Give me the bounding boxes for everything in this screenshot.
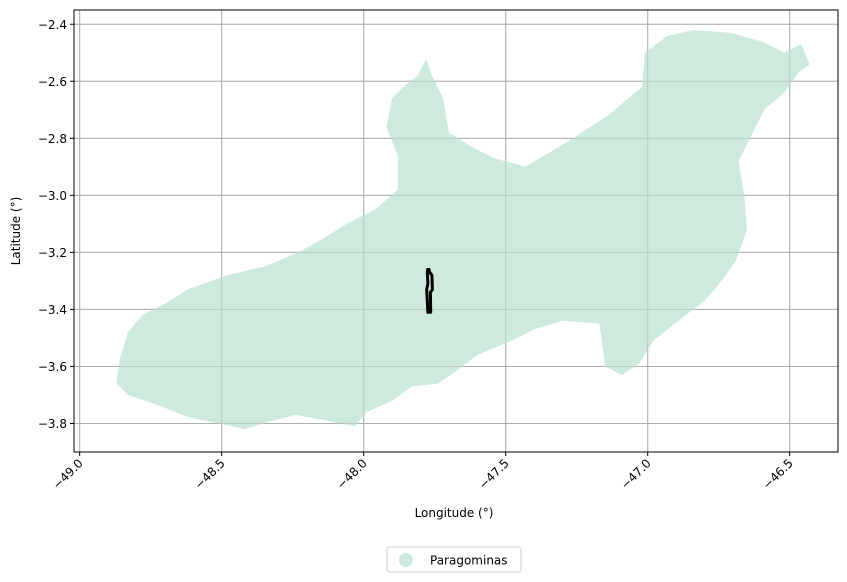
y-tick-label: −3.4 <box>38 303 67 317</box>
x-tick-label: −48.0 <box>334 456 370 492</box>
y-tick-label: −3.6 <box>38 360 67 374</box>
y-tick-label: −3.8 <box>38 417 67 431</box>
axes-frame <box>73 9 839 453</box>
y-tick-label: −2.8 <box>38 132 67 146</box>
x-axis-ticks: −49.0 −48.5 −48.0 −47.5 −47.0 −46.5 <box>50 452 796 492</box>
x-tick-label: −47.0 <box>618 456 654 492</box>
paragominas-region <box>116 30 810 430</box>
y-axis-ticks: −2.4 −2.6 −2.8 −3.0 −3.2 −3.4 −3.6 −3.8 <box>38 18 74 431</box>
x-tick-label: −46.5 <box>760 456 796 492</box>
x-tick-label: −47.5 <box>476 456 512 492</box>
y-tick-label: −2.6 <box>38 75 67 89</box>
legend: Paragominas <box>386 546 522 573</box>
y-tick-label: −3.2 <box>38 246 67 260</box>
legend-marker <box>399 553 413 567</box>
y-tick-label: −3.0 <box>38 189 67 203</box>
plot-area <box>73 9 839 453</box>
legend-label-paragominas: Paragominas <box>430 554 508 568</box>
y-axis-label: Latitude (°) <box>9 197 23 266</box>
gridlines-overlay <box>74 10 838 452</box>
x-tick-label: −49.0 <box>50 456 86 492</box>
legend-frame <box>386 546 522 573</box>
highlight-outline <box>425 268 434 314</box>
y-tick-label: −2.4 <box>38 18 67 32</box>
x-axis-label: Longitude (°) <box>415 506 494 520</box>
x-tick-label: −48.5 <box>192 456 228 492</box>
